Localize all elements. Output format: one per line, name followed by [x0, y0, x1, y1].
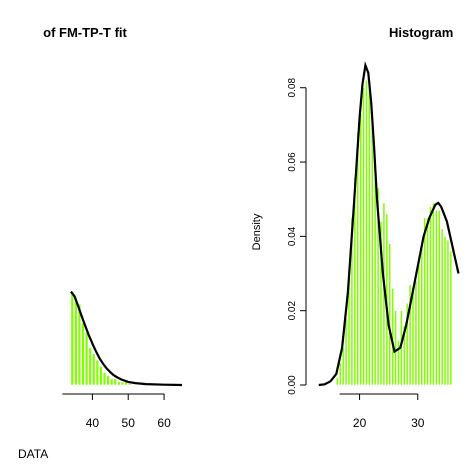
- histogram-bar: [368, 87, 371, 386]
- right-panel: Histogram 0.000.020.040.060.08 20 30 Dens…: [251, 25, 460, 430]
- histogram-bar: [110, 378, 114, 386]
- histogram-bar: [405, 302, 409, 386]
- histogram-bar: [432, 202, 435, 386]
- histogram-bar: [408, 284, 412, 386]
- left-panel-title: of FM-TP-T fit: [43, 25, 127, 40]
- histogram-bar: [350, 217, 354, 386]
- histogram-bar: [92, 353, 96, 386]
- histogram-bar: [120, 381, 125, 386]
- histogram-bar: [376, 187, 380, 386]
- histogram-bar: [417, 262, 421, 386]
- histogram-bar: [379, 221, 383, 386]
- x-tick-label: 30: [411, 416, 425, 430]
- right-density-curve: [318, 61, 460, 387]
- histogram-bar: [338, 362, 342, 386]
- left-density-curve: [70, 290, 183, 387]
- histogram-bar: [388, 243, 392, 386]
- left-histogram-bars: [70, 291, 132, 386]
- y-tick-label: 0.04: [287, 226, 298, 246]
- left-x-axis-label: DATA: [18, 447, 48, 461]
- histogram-bar: [70, 291, 74, 386]
- y-tick-label: 0.06: [287, 152, 298, 172]
- histogram-bar: [440, 228, 444, 386]
- y-tick-label: 0.00: [287, 375, 298, 395]
- histogram-bar: [344, 317, 348, 386]
- histogram-bar: [446, 239, 450, 386]
- histogram-bar: [414, 280, 418, 386]
- histogram-bar: [429, 206, 432, 386]
- x-tick-label: 20: [353, 416, 367, 430]
- histogram-bar: [434, 210, 438, 386]
- y-tick-label: 0.02: [287, 301, 298, 321]
- histogram-bar: [99, 366, 103, 386]
- histogram-bar: [127, 383, 132, 386]
- right-y-axis-label: Density: [251, 213, 263, 250]
- left-panel: of FM-TP-T fit 40 50 60 DATA: [18, 25, 183, 461]
- histogram-bar: [88, 347, 92, 386]
- histogram-bar: [117, 381, 121, 386]
- histogram-bar: [106, 375, 110, 386]
- histogram-bar: [362, 87, 365, 386]
- right-histogram-bars: [335, 79, 453, 386]
- histogram-bar: [102, 372, 107, 386]
- histogram-bar: [113, 378, 117, 386]
- x-tick-label: 40: [86, 416, 100, 430]
- right-panel-title: Histogram: [389, 25, 453, 40]
- y-tick-label: 0.08: [287, 78, 298, 98]
- histogram-bar: [449, 250, 453, 386]
- histogram-bar: [420, 243, 424, 386]
- histogram-bar: [443, 236, 447, 386]
- histogram-bar: [81, 322, 85, 386]
- histogram-bar: [411, 288, 415, 386]
- x-tick-label: 50: [122, 416, 136, 430]
- histogram-bar: [84, 331, 89, 386]
- histogram-bar: [426, 217, 429, 386]
- left-x-ticks: 40 50 60: [86, 394, 171, 430]
- x-tick-label: 60: [157, 416, 171, 430]
- histogram-bar: [370, 117, 374, 386]
- histogram-bar: [402, 325, 406, 386]
- histogram-bar: [335, 377, 339, 386]
- histogram-bar: [341, 347, 345, 386]
- right-x-ticks: 20 30: [353, 394, 425, 430]
- histogram-bar: [394, 310, 397, 386]
- histogram-bar: [365, 79, 368, 386]
- histogram-bar: [359, 113, 362, 386]
- histogram-bar: [423, 217, 427, 386]
- histogram-bar: [437, 210, 441, 386]
- histogram-bar: [74, 297, 78, 386]
- histogram-bar: [397, 340, 400, 386]
- histogram-bar: [95, 359, 100, 386]
- histogram-bar: [77, 303, 82, 386]
- right-y-ticks: 0.00 0.02 0.04 0.06 0.08: [287, 78, 306, 395]
